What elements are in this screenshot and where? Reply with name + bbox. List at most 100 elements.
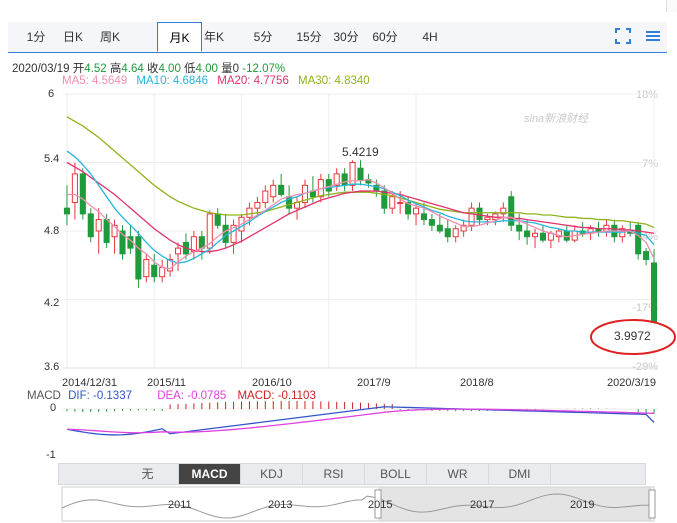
tab-7[interactable]: 30分	[333, 30, 359, 44]
candle-body-59	[531, 232, 539, 238]
candle-body-18	[206, 213, 213, 249]
candle-body-3	[87, 213, 94, 238]
navigator-handle-left[interactable]	[374, 489, 382, 519]
candle-body-21	[230, 224, 237, 243]
settings-icon[interactable]	[645, 28, 661, 44]
macd-title: MACD	[27, 390, 61, 402]
y-tick-4.2: 4.2	[44, 297, 60, 309]
tab-1[interactable]: 日K	[62, 30, 83, 44]
x-tick-2020-3: 2020/3/19	[607, 377, 656, 389]
candle-body-40	[381, 190, 388, 209]
indicator-tab-3[interactable]: RSI	[303, 464, 365, 484]
candle-body-44	[412, 207, 420, 215]
nav-label-2015: 2015	[368, 499, 393, 511]
x-tick-2014-12: 2014/12/31	[62, 377, 118, 389]
ma20-label: MA20: 4.7756	[217, 75, 289, 87]
candle-body-60	[539, 232, 547, 241]
indicator-tab-2[interactable]: KDJ	[241, 464, 303, 484]
ohlc-info: 2020/03/19 开4.52 高4.64 收4.00 低4.00 量0 -1…	[12, 60, 285, 76]
nav-label-2013: 2013	[268, 499, 293, 511]
macd-dif: DIF: -0.1337	[68, 390, 132, 402]
candle-body-19	[214, 213, 221, 226]
ma5-line	[66, 178, 655, 270]
ma10-line	[66, 150, 655, 264]
ma10-label: MA10: 4.6846	[136, 75, 209, 87]
candle-body-36	[349, 162, 356, 186]
tab-0[interactable]: 1分	[26, 30, 46, 44]
min-price-highlight-ellipse	[590, 319, 676, 355]
candle-body-45	[420, 213, 428, 221]
tab-9[interactable]: 4H	[422, 30, 438, 44]
info-change: -12.07%	[242, 63, 286, 75]
fullscreen-icon[interactable]	[615, 28, 631, 44]
candle-body-58	[524, 230, 531, 238]
ma30-label: MA30: 4.8340	[298, 75, 370, 87]
candle-body-62	[555, 230, 562, 238]
candle-body-34	[333, 173, 340, 186]
navigator-handle-right[interactable]	[648, 489, 656, 519]
indicator-tab-0[interactable]: 无	[117, 464, 179, 484]
ma5-label: MA5: 4.5649	[62, 75, 128, 87]
indicator-tab-6[interactable]: DMI	[489, 464, 551, 484]
x-tick-2015-11: 2015/11	[147, 377, 186, 389]
indicator-tab-1[interactable]: MACD	[179, 464, 241, 484]
candle-body-47	[436, 224, 443, 232]
ma-legend: MA5: 4.5649 MA10: 4.6846 MA20: 4.7756 MA…	[62, 75, 370, 87]
candle-body-6	[111, 224, 118, 238]
candle-body-41	[389, 196, 396, 209]
min-price-annotation: 3.9972	[614, 329, 651, 343]
indicator-tab-bar: 无 MACD KDJ RSI BOLL WR DMI	[58, 463, 646, 485]
candle-body-4	[95, 219, 102, 232]
x-tick-2018-8: 2018/8	[460, 377, 494, 389]
info-high: 4.64	[121, 63, 144, 75]
candle-body-50	[460, 224, 467, 232]
candle-body-9	[135, 236, 142, 280]
scrollbar-track[interactable]	[666, 0, 677, 12]
candle-body-72	[635, 224, 642, 255]
tab-3[interactable]: 月K	[157, 22, 202, 52]
candle-body-53	[484, 216, 491, 221]
info-vol-label: 量	[221, 63, 233, 75]
nav-label-2017: 2017	[470, 499, 495, 511]
candle-body-42	[397, 201, 404, 204]
macd-legend: MACD DIF: -0.1337 DEA: -0.0785 MACD: -0.…	[27, 390, 316, 402]
macd-axis-0: 0	[50, 402, 57, 414]
candle-body-2	[79, 173, 86, 215]
info-date: 2020/03/19	[12, 63, 70, 75]
info-high-label: 高	[109, 63, 122, 75]
candle-body-26	[270, 184, 277, 198]
candle-body-63	[563, 230, 570, 241]
indicator-tab-4[interactable]: BOLL	[365, 464, 427, 484]
candle-body-25	[262, 190, 269, 203]
tab-5[interactable]: 5分	[253, 30, 273, 44]
tab-6[interactable]: 15分	[296, 30, 322, 44]
candle-body-49	[452, 228, 459, 238]
tab-8[interactable]: 60分	[372, 30, 398, 44]
candle-body-5	[103, 219, 110, 243]
candle-body-37	[357, 167, 364, 181]
tab-2[interactable]: 周K	[99, 30, 120, 44]
candle-body-10	[143, 259, 150, 278]
candle-body-12	[159, 267, 166, 278]
sina-watermark: sina新浪财经	[524, 113, 589, 125]
indicator-tab-5[interactable]: WR	[427, 464, 489, 484]
info-close: 4.00	[158, 63, 181, 75]
macd-value: MACD: -0.1103	[237, 390, 316, 402]
x-tick-2016-10: 2016/10	[252, 377, 292, 389]
tab-4[interactable]: 年K	[203, 30, 224, 44]
candle-body-11	[151, 264, 158, 278]
candle-body-43	[405, 201, 412, 215]
x-tick-2017-9: 2017/9	[357, 377, 391, 389]
candle-body-55	[500, 207, 507, 215]
candle-body-57	[516, 224, 523, 232]
candle-body-74	[650, 262, 658, 323]
candle-body-52	[476, 207, 483, 221]
candle-body-23	[246, 207, 253, 218]
ma30-line	[66, 116, 655, 229]
candle-body-24	[254, 201, 261, 209]
y-tick-3.6: 3.6	[44, 361, 60, 373]
candle-body-0	[63, 207, 71, 215]
macd-dea: DEA: -0.0785	[157, 390, 227, 402]
nav-label-2019: 2019	[570, 499, 595, 511]
